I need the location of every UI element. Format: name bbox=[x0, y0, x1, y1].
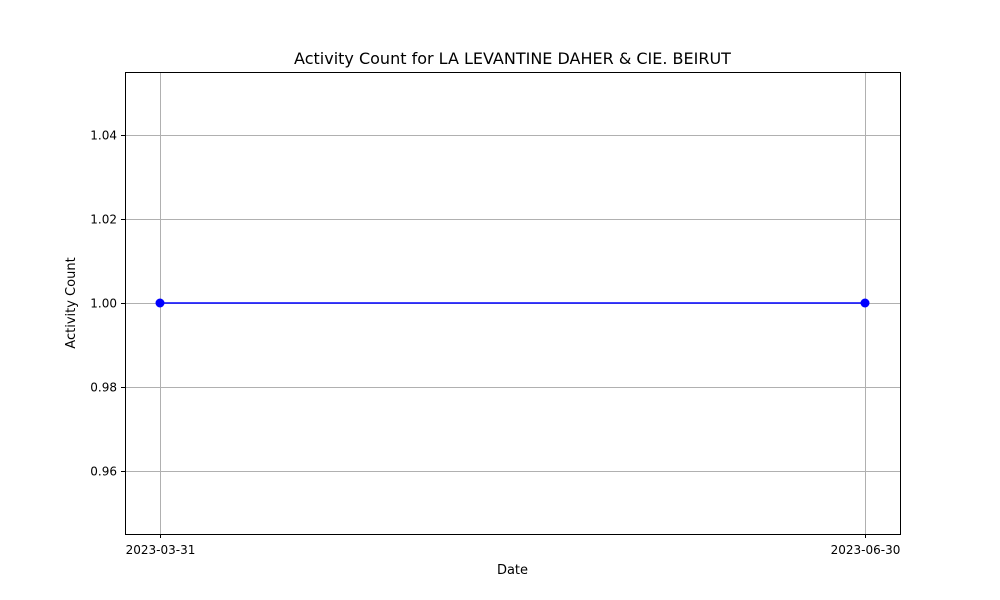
y-tick-label: 1.00 bbox=[90, 297, 117, 311]
y-tick-label: 0.96 bbox=[90, 465, 117, 479]
plot-frame bbox=[125, 72, 901, 535]
data-point bbox=[860, 298, 870, 308]
y-axis-label: Activity Count bbox=[64, 257, 79, 348]
series-layer bbox=[155, 298, 870, 308]
x-tick-label: 2023-03-31 bbox=[126, 543, 196, 557]
x-axis-ticks: 2023-03-31 2023-06-30 bbox=[126, 534, 901, 557]
data-point bbox=[155, 298, 165, 308]
y-tick-label: 0.98 bbox=[90, 381, 117, 395]
y-tick-label: 1.02 bbox=[90, 213, 117, 227]
chart-title: Activity Count for LA LEVANTINE DAHER & … bbox=[294, 49, 731, 68]
x-tick-label: 2023-06-30 bbox=[831, 543, 901, 557]
y-tick-label: 1.04 bbox=[90, 129, 117, 143]
y-axis-ticks: 0.96 0.98 1.00 1.02 1.04 bbox=[90, 129, 125, 479]
x-axis-label: Date bbox=[497, 563, 528, 578]
